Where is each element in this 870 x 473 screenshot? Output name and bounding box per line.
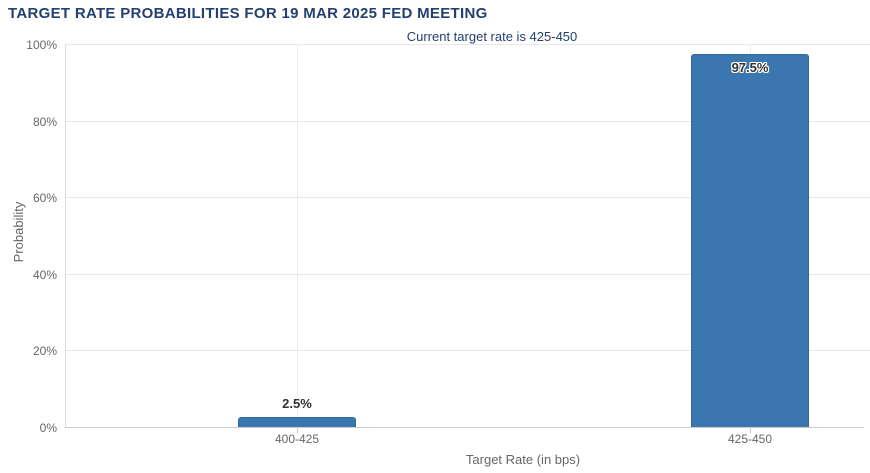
x-axis-title: Target Rate (in bps) bbox=[465, 452, 581, 467]
bar-value-label-425-450: 97.5% bbox=[731, 59, 769, 75]
bar-value-label-400-425: 2.5% bbox=[282, 396, 312, 412]
y-gridline-40% bbox=[65, 273, 870, 275]
x-tick-label-400-425: 400-425 bbox=[274, 432, 320, 446]
x-tick-mark-425-450 bbox=[750, 428, 751, 433]
y-gridline-20% bbox=[65, 350, 870, 352]
y-gridline-100% bbox=[65, 44, 870, 45]
category-gridline-400-425 bbox=[297, 44, 298, 427]
y-gridline-80% bbox=[65, 120, 870, 122]
x-tick-mark-400-425 bbox=[297, 428, 298, 433]
bar-425-450[interactable] bbox=[691, 53, 809, 427]
x-axis-line bbox=[65, 427, 864, 428]
y-tick-label-100%: 100% bbox=[26, 38, 57, 52]
chart-title: TARGET RATE PROBABILITIES FOR 19 MAR 202… bbox=[8, 5, 488, 22]
y-tick-label-0%: 0% bbox=[39, 421, 57, 435]
x-tick-label-425-450: 425-450 bbox=[727, 432, 773, 446]
y-tick-label-80%: 80% bbox=[32, 114, 57, 129]
y-tick-label-40%: 40% bbox=[32, 267, 57, 282]
y-tick-label-20%: 20% bbox=[32, 344, 57, 359]
y-gridline-60% bbox=[65, 197, 870, 199]
y-axis-title: Probability bbox=[11, 201, 26, 263]
y-tick-label-60%: 60% bbox=[32, 191, 57, 206]
chart-subtitle: Current target rate is 425-450 bbox=[406, 29, 578, 44]
y-axis-line bbox=[65, 44, 66, 427]
bar-400-425[interactable] bbox=[238, 417, 356, 427]
